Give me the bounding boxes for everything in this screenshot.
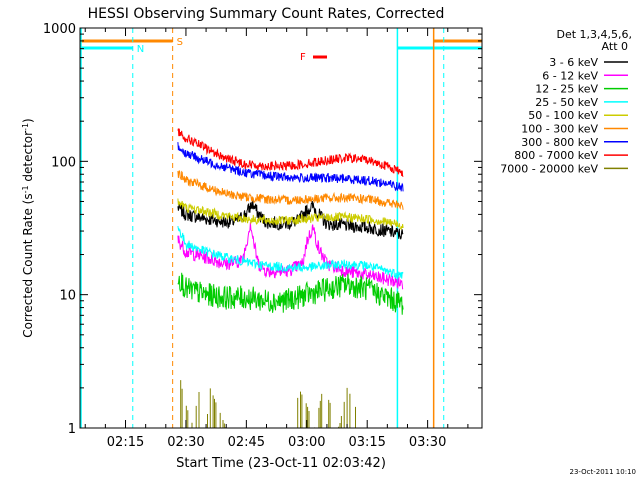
x-tick-label: 03:00 (288, 435, 325, 450)
y-tick-label: 1 (68, 422, 76, 437)
y-axis-label: Corrected Count Rate (s-1 detector-1) (21, 118, 36, 337)
marker-label-n: N (137, 44, 144, 55)
y-tick-label: 10 (59, 289, 76, 304)
legend-label: 25 - 50 keV (535, 96, 598, 109)
y-tick-label: 100 (51, 155, 76, 170)
series-line (177, 170, 404, 210)
x-tick-label: 03:15 (348, 435, 385, 450)
legend-label: 50 - 100 keV (528, 109, 598, 122)
plot-frame (79, 27, 483, 429)
legend-label: 6 - 12 keV (542, 69, 598, 82)
x-axis-label: Start Time (23-Oct-11 02:03:42) (176, 456, 386, 471)
series-line (177, 226, 404, 280)
legend-label: 300 - 800 keV (521, 136, 598, 149)
y-tick-label: 1000 (43, 22, 76, 37)
marker-label-f: F (300, 52, 306, 63)
series-line (177, 199, 404, 240)
x-tick-label: 02:30 (167, 435, 204, 450)
x-tick-label: 02:15 (107, 435, 144, 450)
x-tick-label: 02:45 (228, 435, 265, 450)
series-line (180, 380, 356, 428)
legend-label: 12 - 25 keV (535, 83, 598, 96)
legend-label: 7000 - 20000 keV (500, 162, 598, 175)
marker-label-s: S (177, 37, 183, 48)
legend-header-line-1: Det 1,3,4,5,6, (556, 28, 632, 41)
series-line (177, 272, 404, 315)
chart-title: HESSI Observing Summary Count Rates, Cor… (88, 6, 445, 22)
legend-label: 100 - 300 keV (521, 123, 598, 136)
legend-header-line-2: Att 0 (602, 40, 628, 53)
series-line (177, 128, 404, 178)
x-tick-label: 03:30 (409, 435, 446, 450)
legend-label: 800 - 7000 keV (514, 149, 598, 162)
series-line (177, 142, 404, 192)
series-line (177, 198, 404, 231)
footer-date: 23-Oct-2011 10:10 (570, 468, 636, 476)
series-line (177, 222, 404, 290)
legend-label: 3 - 6 keV (549, 56, 598, 69)
